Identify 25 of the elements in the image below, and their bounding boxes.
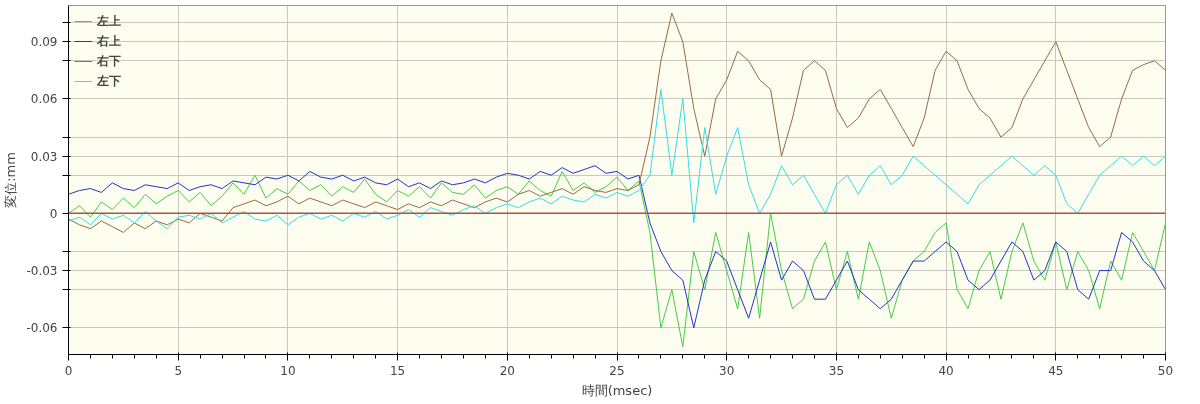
x-tick-label: 5 — [174, 363, 183, 378]
legend-label: 左上 — [97, 12, 121, 30]
x-tick-label: 0 — [64, 363, 73, 378]
legend-label: 右上 — [97, 32, 121, 50]
x-tick-label: 20 — [499, 363, 515, 378]
line-series — [68, 88, 1166, 230]
y-tick-label: -0.03 — [26, 264, 58, 279]
x-tick-label: 30 — [719, 363, 735, 378]
x-tick-label: 15 — [389, 363, 406, 378]
x-tick-label: 50 — [1157, 363, 1174, 378]
y-axis-title: 変位:mm — [3, 152, 19, 208]
x-tick-label: 35 — [828, 363, 845, 378]
x-tick-label: 40 — [938, 363, 954, 378]
y-tick-label: 0.03 — [30, 149, 58, 164]
legend-label: 右下 — [97, 52, 121, 70]
x-tick-label: 45 — [1048, 363, 1064, 378]
x-tick-label: 10 — [280, 363, 296, 378]
y-tick-label: 0 — [49, 206, 58, 221]
x-axis-title: 時間(msec) — [581, 382, 653, 398]
y-tick-label: 0.06 — [30, 92, 58, 107]
y-tick-label: -0.06 — [26, 321, 58, 336]
y-tick-label: 0.09 — [30, 35, 58, 50]
line-series — [68, 12, 1166, 233]
legend-label: 左下 — [97, 72, 121, 90]
x-tick-label: 25 — [609, 363, 625, 378]
